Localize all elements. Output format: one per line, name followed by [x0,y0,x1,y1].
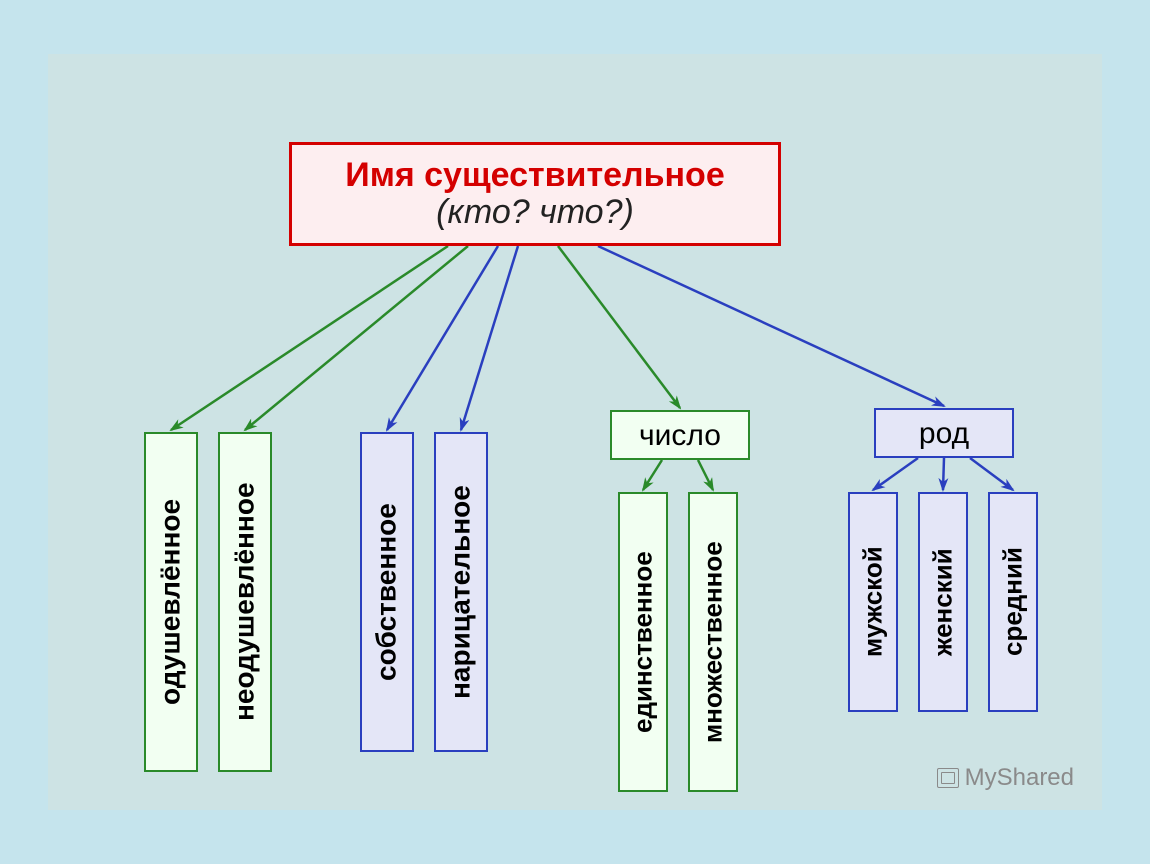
watermark: MyShared [937,764,1074,792]
watermark-suffix: Shared [997,764,1074,791]
leaf-neodush: неодушевлённое [218,432,272,772]
leaf-zhen: женский [918,492,968,712]
watermark-icon [937,768,959,788]
leaf-ed: единственное [618,492,668,792]
leaf-muzh: мужской [848,492,898,712]
root-title: Имя существительное [345,157,724,194]
leaf-naric: нарицательное [434,432,488,752]
outer-frame: Имя существительное (кто? что?) число ро… [0,0,1150,864]
leaf-odush: одушевлённое [144,432,198,772]
branch-chislo: число [610,410,750,460]
watermark-prefix: My [965,764,997,791]
root-subtitle: (кто? что?) [436,194,634,231]
root-node: Имя существительное (кто? что?) [289,142,781,246]
leaf-sred: средний [988,492,1038,712]
inner-panel: Имя существительное (кто? что?) число ро… [48,54,1102,810]
leaf-sobstv: собственное [360,432,414,752]
branch-rod: род [874,408,1014,458]
leaf-mn: множественное [688,492,738,792]
